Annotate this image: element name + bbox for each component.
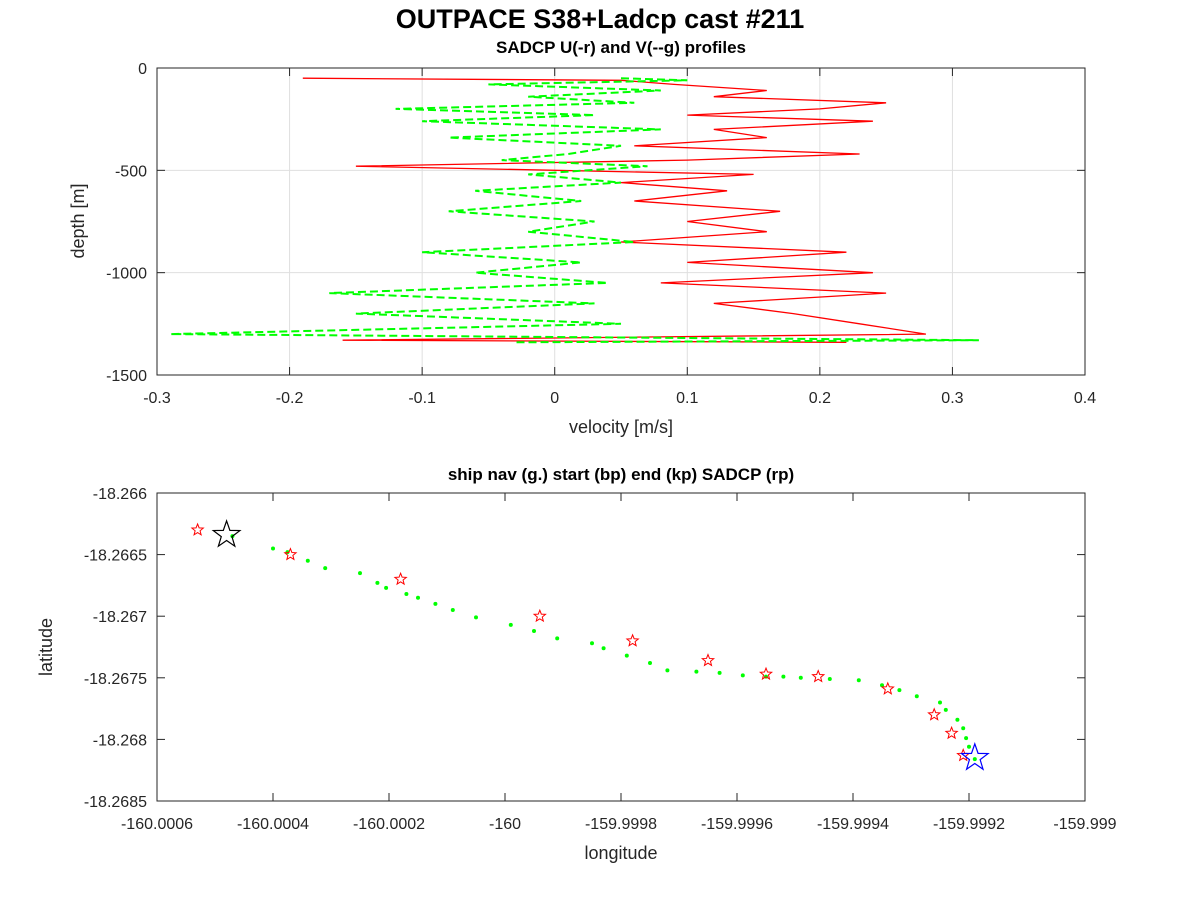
ship-nav-point bbox=[375, 580, 380, 585]
ship-nav-point bbox=[717, 670, 722, 675]
profile-y-axis-label: depth [m] bbox=[68, 183, 88, 258]
ship-nav-point bbox=[590, 641, 594, 646]
sadcp-star-marker bbox=[532, 608, 547, 623]
ship-nav-point bbox=[384, 585, 389, 590]
nav-x-tick-label: -160.0004 bbox=[237, 816, 309, 833]
ship-nav-point bbox=[914, 694, 919, 699]
profile-x-tick-label: 0.4 bbox=[1074, 390, 1096, 407]
ship-nav-point bbox=[938, 700, 942, 705]
ship-nav-point bbox=[601, 646, 606, 651]
nav-y-tick-label: -18.267 bbox=[93, 609, 147, 626]
nav-y-tick-label: -18.268 bbox=[93, 732, 147, 749]
ship-nav-point bbox=[781, 674, 786, 679]
ship-nav-point bbox=[964, 736, 969, 741]
profile-ticks: -0.3 -0.2 -0.1 0 0.1 0.2 0.3 0.4 0 -500 -1000 -1500 bbox=[106, 61, 1096, 407]
figure-title: OUTPACE S38+Ladcp cast #211 bbox=[396, 4, 804, 34]
sadcp-star-marker bbox=[758, 666, 774, 681]
profile-x-tick-label: -0.3 bbox=[143, 390, 171, 407]
sadcp-star-marker bbox=[190, 522, 205, 536]
nav-x-tick-label: -159.9994 bbox=[817, 816, 889, 833]
ship-nav-plot: ship nav (g.) start (bp) end (kp) SADCP … bbox=[36, 465, 1117, 863]
profile-axes-frame bbox=[156, 67, 1086, 376]
ship-nav-point bbox=[305, 558, 310, 563]
profile-x-tick-label: -0.2 bbox=[276, 390, 304, 407]
profile-y-tick-label: -1000 bbox=[106, 266, 147, 283]
nav-series bbox=[190, 519, 990, 771]
ship-nav-point bbox=[648, 661, 652, 666]
end-position-star bbox=[959, 742, 990, 771]
ship-nav-point bbox=[943, 707, 948, 712]
u-velocity-line bbox=[302, 77, 926, 343]
ship-nav-point bbox=[740, 673, 745, 678]
ship-nav-point bbox=[798, 675, 803, 680]
nav-x-tick-label: -160 bbox=[489, 816, 521, 833]
v-velocity-line bbox=[170, 77, 979, 344]
nav-x-tick-label: -159.999 bbox=[1053, 816, 1116, 833]
profile-y-tick-label: -500 bbox=[115, 163, 147, 180]
profile-x-tick-label: 0.2 bbox=[809, 390, 831, 407]
ship-nav-point bbox=[880, 683, 884, 688]
profile-x-axis-label: velocity [m/s] bbox=[569, 417, 673, 437]
start-position-star bbox=[211, 519, 242, 548]
nav-y-tick-label: -18.2675 bbox=[84, 671, 147, 688]
profile-x-tick-label: 0.3 bbox=[941, 390, 963, 407]
nav-x-tick-label: -160.0006 bbox=[121, 816, 193, 833]
profile-series bbox=[170, 77, 979, 344]
ship-nav-point bbox=[474, 615, 478, 620]
sadcp-star-marker bbox=[811, 669, 826, 683]
profile-plot-title: SADCP U(-r) and V(--g) profiles bbox=[496, 38, 746, 57]
ship-nav-point bbox=[271, 546, 275, 551]
nav-x-axis-label: longitude bbox=[584, 843, 657, 863]
ship-nav-point bbox=[624, 653, 629, 658]
ship-nav-point bbox=[508, 622, 513, 627]
profile-x-tick-label: 0 bbox=[550, 390, 559, 407]
nav-x-tick-label: -159.9998 bbox=[585, 816, 657, 833]
ship-nav-point bbox=[967, 744, 971, 749]
ship-nav-point bbox=[404, 592, 409, 597]
ship-nav-point bbox=[450, 608, 455, 613]
profile-y-tick-label: 0 bbox=[138, 61, 147, 78]
sadcp-star-marker bbox=[625, 633, 640, 647]
ship-nav-point bbox=[897, 688, 902, 693]
ship-nav-point bbox=[532, 628, 536, 633]
nav-ticks: -160.0006 -160.0004 -160.0002 -160 -159.9998… bbox=[84, 486, 1117, 833]
ship-nav-point bbox=[416, 595, 420, 600]
sadcp-star-marker bbox=[927, 707, 942, 721]
nav-y-axis-label: latitude bbox=[36, 618, 56, 676]
ship-nav-point bbox=[856, 678, 861, 683]
ship-nav-point bbox=[433, 601, 438, 606]
sadcp-star-marker bbox=[393, 571, 408, 586]
sadcp-star-marker bbox=[700, 653, 716, 667]
sadcp-star-marker bbox=[283, 547, 298, 561]
sadcp-star-marker bbox=[880, 681, 895, 695]
nav-x-tick-label: -159.9996 bbox=[701, 816, 773, 833]
ship-nav-point bbox=[955, 717, 960, 722]
nav-plot-title: ship nav (g.) start (bp) end (kp) SADCP … bbox=[448, 465, 794, 484]
ship-nav-point bbox=[323, 566, 328, 571]
ship-nav-point bbox=[961, 726, 966, 731]
ship-nav-point bbox=[358, 571, 362, 576]
profile-x-tick-label: -0.1 bbox=[408, 390, 436, 407]
nav-y-tick-label: -18.2665 bbox=[84, 548, 147, 565]
sadcp-star-marker bbox=[944, 725, 959, 740]
ship-nav-point bbox=[827, 677, 832, 682]
nav-x-tick-label: -159.9992 bbox=[933, 816, 1005, 833]
profile-x-tick-label: 0.1 bbox=[676, 390, 698, 407]
nav-y-tick-label: -18.2685 bbox=[84, 794, 147, 811]
ship-nav-point bbox=[665, 668, 670, 673]
ship-nav-point bbox=[694, 669, 699, 674]
velocity-profile-plot: SADCP U(-r) and V(--g) profiles -0.3 -0.2… bbox=[68, 38, 1096, 437]
profile-y-tick-label: -1500 bbox=[106, 368, 147, 385]
ship-nav-point bbox=[972, 757, 977, 762]
ship-nav-point bbox=[555, 636, 560, 641]
nav-y-tick-label: -18.266 bbox=[93, 486, 147, 503]
nav-x-tick-label: -160.0002 bbox=[353, 816, 425, 833]
